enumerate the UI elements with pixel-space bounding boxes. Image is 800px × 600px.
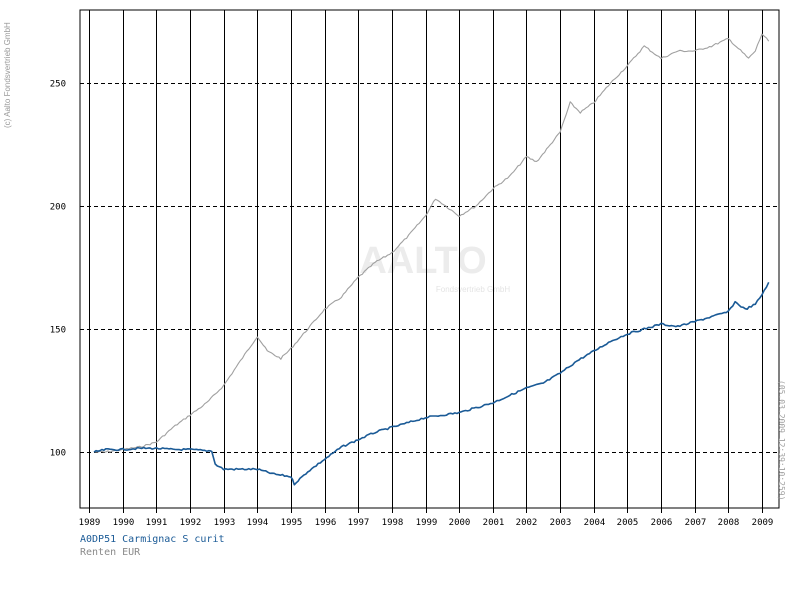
x-tick-label-1990: 1990 xyxy=(113,518,135,528)
x-tick-label-1992: 1992 xyxy=(180,518,202,528)
series-line-0 xyxy=(93,281,770,486)
x-tick-label-2002: 2002 xyxy=(516,518,538,528)
x-tick-label-2000: 2000 xyxy=(449,518,471,528)
x-tick-label-1995: 1995 xyxy=(281,518,303,528)
x-tick-label-2001: 2001 xyxy=(483,518,505,528)
x-axis-ticks: 1989 1990 1991 1992 1993 1994 1995 1996 1997 1998… xyxy=(79,508,774,528)
y-tick-label-250: 250 xyxy=(50,80,66,90)
x-tick-label-2007: 2007 xyxy=(685,518,707,528)
watermark: AALTO Fondsvertrieb GmbH xyxy=(359,240,510,294)
x-tick-label-2004: 2004 xyxy=(584,518,606,528)
x-tick-label-1993: 1993 xyxy=(214,518,236,528)
x-tick-label-1998: 1998 xyxy=(382,518,404,528)
timestamp: (05.03.2009 12:39:10:259) xyxy=(777,380,786,501)
y-tick-label-150: 150 xyxy=(50,326,66,336)
legend-entry-benchmark: Renten EUR xyxy=(80,547,141,558)
x-tick-label-2003: 2003 xyxy=(550,518,572,528)
x-tick-label-1997: 1997 xyxy=(348,518,370,528)
x-tick-label-1996: 1996 xyxy=(315,518,337,528)
x-tick-label-2006: 2006 xyxy=(651,518,673,528)
x-tick-label-1989: 1989 xyxy=(79,518,101,528)
x-tick-label-2009: 2009 xyxy=(752,518,774,528)
plot-frame xyxy=(79,9,780,509)
copyright-notice: (c) Aalto Fondsvertrieb GmbH xyxy=(3,22,12,128)
grid xyxy=(80,10,779,508)
y-tick-label-100: 100 xyxy=(50,449,66,459)
y-tick-label-200: 200 xyxy=(50,203,66,213)
x-tick-label-2008: 2008 xyxy=(718,518,740,528)
series-layer xyxy=(93,33,770,486)
x-tick-label-1999: 1999 xyxy=(416,518,438,528)
series-line-1 xyxy=(94,33,770,453)
y-axis-ticks: 100 150 200 250 xyxy=(50,80,66,459)
watermark-subtitle: Fondsvertrieb GmbH xyxy=(436,285,510,294)
x-tick-label-2005: 2005 xyxy=(617,518,639,528)
legend-entry-fund: A0DP51 Carmignac S curit xyxy=(80,534,225,545)
x-tick-label-1994: 1994 xyxy=(247,518,269,528)
watermark-logo: AALTO xyxy=(359,240,486,282)
x-tick-label-1991: 1991 xyxy=(146,518,168,528)
